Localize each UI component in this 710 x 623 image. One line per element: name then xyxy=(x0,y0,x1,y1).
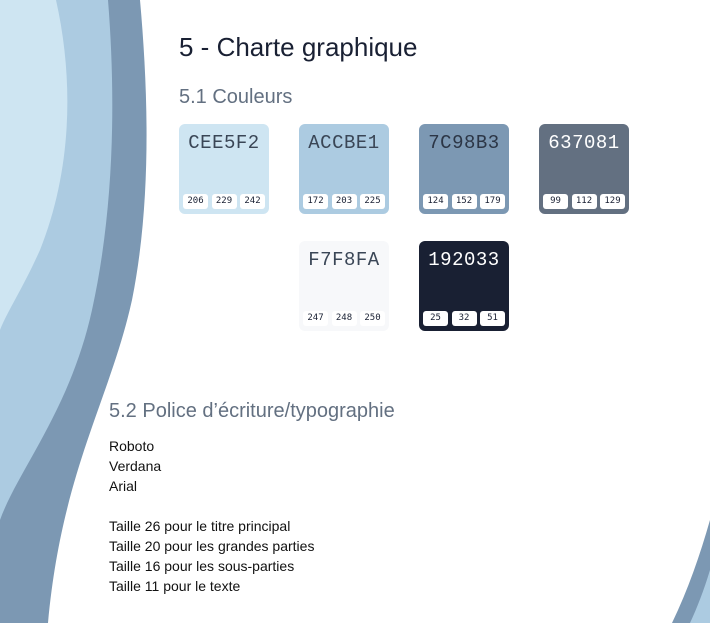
size-item: Taille 20 pour les grandes parties xyxy=(109,538,315,554)
swatch-r: 25 xyxy=(423,311,448,326)
swatch-g: 248 xyxy=(331,311,357,326)
wave-mid-left xyxy=(0,0,113,520)
color-swatch-6: 192033 25 32 51 xyxy=(419,241,509,331)
swatch-r: 247 xyxy=(303,311,328,326)
typography-heading: 5.2 Police d’écriture/typographie xyxy=(109,400,395,422)
font-item: Verdana xyxy=(109,458,162,474)
swatch-hex: CEE5F2 xyxy=(188,132,260,154)
font-item: Roboto xyxy=(109,438,155,454)
size-item: Taille 16 pour les sous-parties xyxy=(109,558,295,574)
swatch-b: 179 xyxy=(480,194,505,209)
color-swatch-2: ACCBE1 172 203 225 xyxy=(299,124,389,214)
swatch-g: 32 xyxy=(451,311,477,326)
swatch-b: 225 xyxy=(360,194,385,209)
wave-dark-right xyxy=(672,520,710,623)
wave-light-left xyxy=(0,0,68,330)
swatch-b: 242 xyxy=(240,194,265,209)
swatch-hex: F7F8FA xyxy=(308,249,380,271)
swatch-hex: 192033 xyxy=(428,249,500,271)
swatch-b: 129 xyxy=(600,194,625,209)
size-item: Taille 11 pour le texte xyxy=(109,578,241,594)
font-list: Roboto Verdana Arial xyxy=(109,436,161,496)
size-list: Taille 26 pour le titre principal Taille… xyxy=(109,516,314,596)
swatch-g: 152 xyxy=(451,194,477,209)
swatch-b: 250 xyxy=(360,311,385,326)
page-title: 5 - Charte graphique xyxy=(179,32,418,62)
swatch-g: 203 xyxy=(331,194,357,209)
swatch-hex: ACCBE1 xyxy=(308,132,380,154)
wave-mid-right xyxy=(690,570,710,623)
swatch-g: 112 xyxy=(571,194,597,209)
swatch-r: 124 xyxy=(423,194,448,209)
font-item: Arial xyxy=(109,478,138,494)
swatch-hex: 7C98B3 xyxy=(428,132,500,154)
swatch-b: 51 xyxy=(480,311,505,326)
size-item: Taille 26 pour le titre principal xyxy=(109,518,291,534)
swatch-r: 206 xyxy=(183,194,208,209)
color-swatch-1: CEE5F2 206 229 242 xyxy=(179,124,269,214)
swatch-r: 172 xyxy=(303,194,328,209)
color-swatch-5: F7F8FA 247 248 250 xyxy=(299,241,389,331)
colors-heading: 5.1 Couleurs xyxy=(179,86,293,108)
swatch-hex: 637081 xyxy=(548,132,620,154)
swatch-g: 229 xyxy=(211,194,237,209)
color-swatch-4: 637081 99 112 129 xyxy=(539,124,629,214)
swatch-r: 99 xyxy=(543,194,568,209)
color-swatch-3: 7C98B3 124 152 179 xyxy=(419,124,509,214)
